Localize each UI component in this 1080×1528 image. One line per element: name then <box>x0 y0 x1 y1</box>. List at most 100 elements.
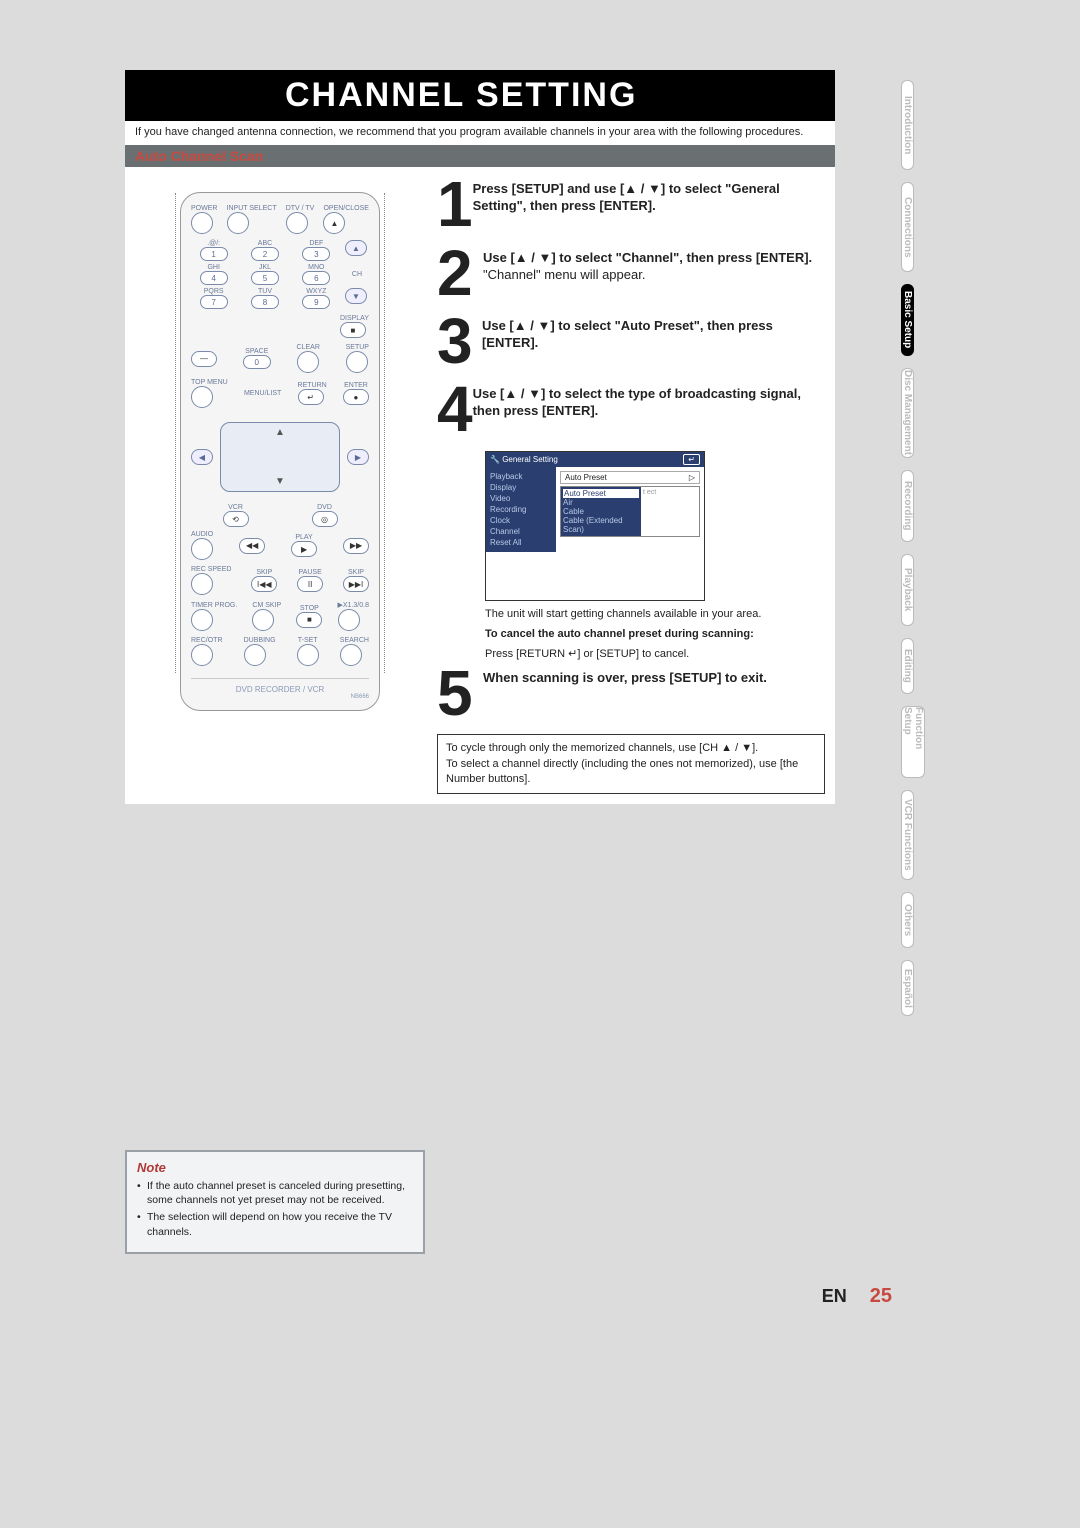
dpad[interactable]: ▲ ▼ <box>220 422 340 492</box>
display-button[interactable]: ■ <box>340 322 366 338</box>
recotr-button[interactable] <box>191 644 213 666</box>
input-select-button[interactable] <box>227 212 249 234</box>
osd-menu-item: Video <box>490 493 552 504</box>
clear-button[interactable] <box>297 351 319 373</box>
tip-line-1: To cycle through only the memorized chan… <box>446 741 816 756</box>
osd-menu-item: Clock <box>490 515 552 526</box>
remote-row-space: — SPACE0 CLEAR SETUP <box>191 344 369 373</box>
setup-button[interactable] <box>346 351 368 373</box>
footer-lang: EN <box>822 1286 847 1306</box>
page-container: CHANNEL SETTING If you have changed ante… <box>125 70 835 804</box>
step-2-text: Use [▲ / ▼] to select "Channel", then pr… <box>483 246 812 300</box>
tab-editing[interactable]: Editing <box>901 638 914 694</box>
recspeed-button[interactable] <box>191 573 213 595</box>
skip-back-button[interactable]: I◀◀ <box>251 576 277 592</box>
footer-page-number: 25 <box>870 1285 892 1307</box>
vcr-button[interactable]: ⟲ <box>223 511 249 527</box>
note-item: If the auto channel preset is canceled d… <box>137 1179 413 1207</box>
page-title: CHANNEL SETTING <box>125 70 835 121</box>
osd-padding <box>486 552 704 600</box>
power-label: POWER <box>191 205 217 212</box>
tab-vcr-functions[interactable]: VCR Functions <box>901 790 914 880</box>
key-6[interactable]: 6 <box>302 271 330 285</box>
ff-button[interactable]: ▶▶ <box>343 538 369 554</box>
dotted-line-left <box>175 193 176 673</box>
osd-sub-menu: Auto Preset Air Cable Cable (Extended Sc… <box>560 486 700 537</box>
x13-label: ▶X1.3/0.8 <box>338 601 369 609</box>
dpad-up-icon: ▲ <box>275 427 285 438</box>
step-2: 2 Use [▲ / ▼] to select "Channel", then … <box>437 246 825 300</box>
key-7[interactable]: 7 <box>200 295 228 309</box>
return-button[interactable]: ↵ <box>298 389 324 405</box>
tab-function-setup[interactable]: Function Setup <box>901 706 925 778</box>
play-label: PLAY <box>291 534 317 541</box>
key-8[interactable]: 8 <box>251 295 279 309</box>
topmenu-label: TOP MENU <box>191 379 228 386</box>
timer-button[interactable] <box>191 609 213 631</box>
step-2-number: 2 <box>437 246 483 300</box>
key-9-label: WXYZ <box>294 288 339 295</box>
remote-row-rec: REC SPEED SKIPI◀◀ PAUSEII SKIP▶▶I <box>191 566 369 595</box>
tset-button[interactable] <box>297 644 319 666</box>
intro-paragraph: If you have changed antenna connection, … <box>125 121 835 145</box>
tab-playback[interactable]: Playback <box>901 554 914 626</box>
tab-connections[interactable]: Connections <box>901 182 914 272</box>
dtv-tv-button[interactable] <box>286 212 308 234</box>
skip-fwd-button[interactable]: ▶▶I <box>343 576 369 592</box>
right-button[interactable]: ▶ <box>347 449 369 465</box>
recspeed-label: REC SPEED <box>191 566 231 573</box>
dtv-tv-label: DTV / TV <box>286 205 315 212</box>
tab-others[interactable]: Others <box>901 892 914 948</box>
tab-espanol[interactable]: Español <box>901 960 914 1016</box>
tab-basic-setup[interactable]: Basic Setup <box>901 284 914 356</box>
power-button[interactable] <box>191 212 213 234</box>
dvd-button[interactable]: ◎ <box>312 511 338 527</box>
remote-row-bottom: REC/OTR DUBBING T-SET SEARCH <box>191 637 369 666</box>
step-5-number: 5 <box>437 666 483 720</box>
key-3-label: DEF <box>294 240 339 247</box>
cmskip-button[interactable] <box>252 609 274 631</box>
ch-down-button[interactable]: ▼ <box>345 288 367 304</box>
topmenu-button[interactable] <box>191 386 213 408</box>
ch-up-button[interactable]: ▲ <box>345 240 367 256</box>
tab-recording[interactable]: Recording <box>901 470 914 542</box>
key-5[interactable]: 5 <box>251 271 279 285</box>
tab-disc-management[interactable]: Disc Management <box>901 368 914 458</box>
stop-label: STOP <box>296 605 322 612</box>
space-label: SPACE <box>243 348 271 355</box>
remote-row-timer: TIMER PROG. CM SKIP STOP■ ▶X1.3/0.8 <box>191 601 369 631</box>
enter-label: ENTER <box>343 382 369 389</box>
key-3[interactable]: 3 <box>302 247 330 261</box>
enter-button[interactable]: ● <box>343 389 369 405</box>
skip-back-label: SKIP <box>251 569 277 576</box>
pause-button[interactable]: II <box>297 576 323 592</box>
key-9[interactable]: 9 <box>302 295 330 309</box>
dubbing-label: DUBBING <box>244 637 276 644</box>
osd-body: Playback Display Video Recording Clock C… <box>486 467 704 552</box>
audio-button[interactable] <box>191 538 213 560</box>
rew-button[interactable]: ◀◀ <box>239 538 265 554</box>
osd-sub-item: Air <box>563 498 639 507</box>
dubbing-button[interactable] <box>244 644 266 666</box>
step-5: 5 When scanning is over, press [SETUP] t… <box>437 666 825 720</box>
play-button[interactable]: ▶ <box>291 541 317 557</box>
open-close-button[interactable]: ▲ <box>323 212 345 234</box>
remote-column: POWER INPUT SELECT DTV / TV OPEN/CLOSE▲ … <box>135 177 425 794</box>
left-button[interactable]: ◀ <box>191 449 213 465</box>
osd-back-icon: ↵ <box>683 454 700 465</box>
osd-menu-item: Channel <box>490 526 552 537</box>
tab-introduction[interactable]: Introduction <box>901 80 914 170</box>
search-button[interactable] <box>340 644 362 666</box>
key-2[interactable]: 2 <box>251 247 279 261</box>
x13-button[interactable] <box>338 609 360 631</box>
stop-button[interactable]: ■ <box>296 612 322 628</box>
osd-titlebar: 🔧 General Setting ↵ <box>486 452 704 467</box>
key-1[interactable]: 1 <box>200 247 228 261</box>
osd-screenshot: 🔧 General Setting ↵ Playback Display Vid… <box>485 451 705 601</box>
remote-footer-text: DVD RECORDER / VCR <box>236 685 324 694</box>
note-title: Note <box>137 1160 413 1175</box>
skip-fwd-label: SKIP <box>343 569 369 576</box>
key-0[interactable]: 0 <box>243 355 271 369</box>
dash-button[interactable]: — <box>191 351 217 367</box>
key-4[interactable]: 4 <box>200 271 228 285</box>
